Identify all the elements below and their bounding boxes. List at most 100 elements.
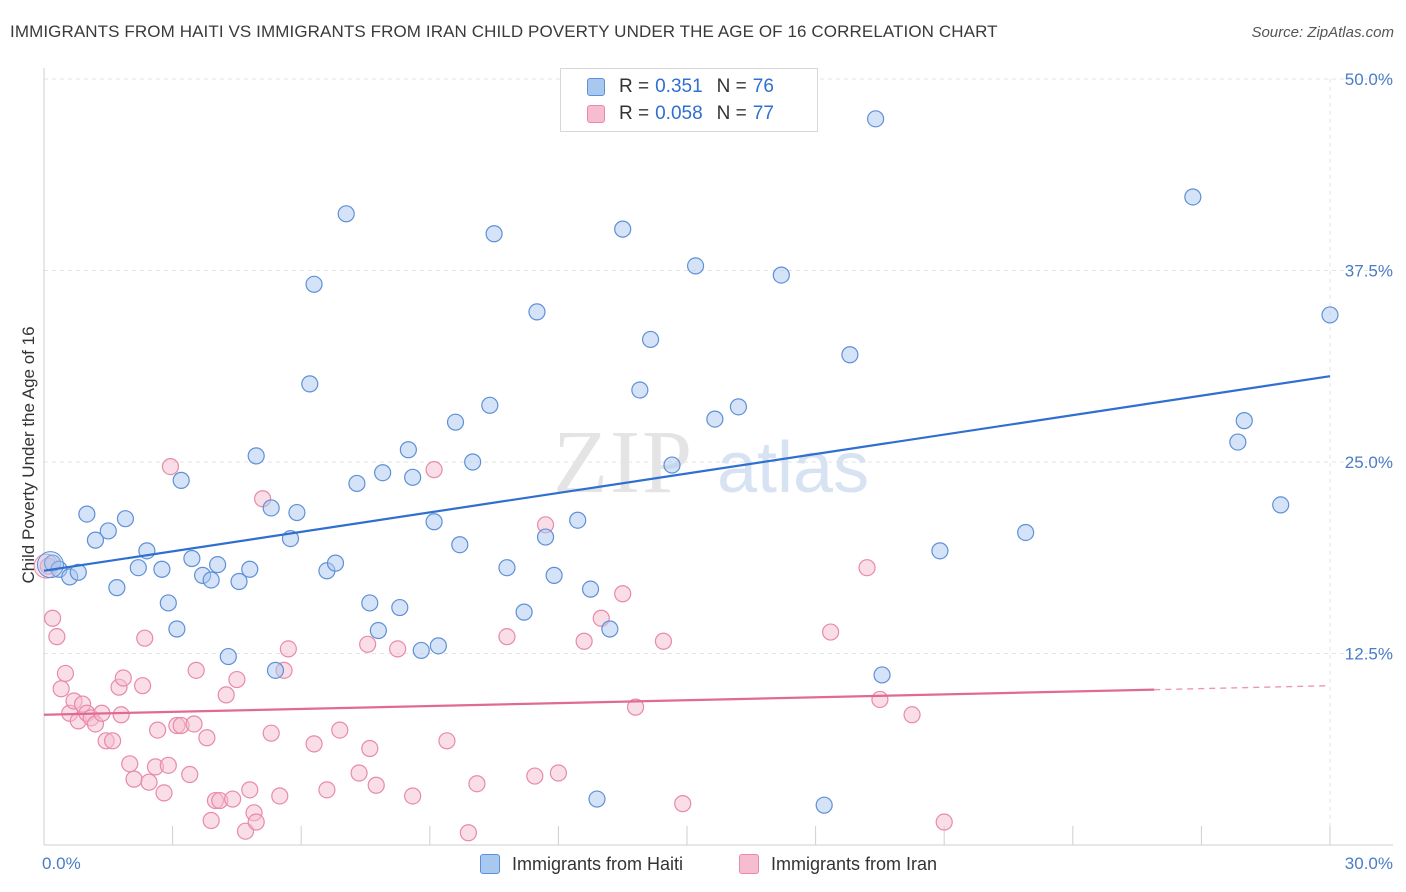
bottom-legend-haiti: Immigrants from Haiti <box>480 852 683 876</box>
legend-n-value-iran: 77 <box>752 103 774 124</box>
haiti-point <box>305 275 323 293</box>
iran-point <box>228 670 246 689</box>
haiti-point <box>202 571 220 589</box>
haiti-point <box>108 579 126 597</box>
watermark-atlas: atlas <box>717 428 869 508</box>
iran-point <box>217 686 235 704</box>
iran-point <box>125 770 143 788</box>
legend-r-label: R = <box>619 76 650 97</box>
iran-point <box>187 661 205 679</box>
y-tick-label: 12.5% <box>1345 645 1393 664</box>
haiti-point <box>1184 188 1202 206</box>
bottom-legend-iran: Immigrants from Iran <box>739 852 937 876</box>
haiti-point <box>412 641 430 660</box>
haiti-point <box>686 257 705 275</box>
iran-point <box>148 721 167 739</box>
haiti-point <box>183 549 201 568</box>
iran-point <box>526 767 544 785</box>
haiti-point <box>729 398 748 416</box>
haiti-point <box>446 413 465 431</box>
iran-point <box>247 813 265 831</box>
iran-point <box>279 640 297 658</box>
haiti-point <box>425 513 443 531</box>
haiti-point <box>614 220 632 238</box>
haiti-point <box>451 536 469 554</box>
haiti-point <box>498 559 516 577</box>
iran-point <box>614 585 632 603</box>
haiti-point <box>159 594 177 612</box>
haiti-point <box>219 647 237 666</box>
iran-point <box>185 715 203 733</box>
haiti-point <box>326 554 345 572</box>
iran-point <box>224 790 242 808</box>
haiti-point <box>99 522 117 540</box>
haiti-point <box>116 510 135 528</box>
source-label: Source: ZipAtlas.com <box>1251 24 1394 41</box>
haiti-point <box>631 381 649 399</box>
iran-point <box>140 773 158 791</box>
haiti-point <box>464 453 482 471</box>
haiti-point <box>129 559 147 577</box>
haiti-point <box>172 471 190 489</box>
y-tick-label: 37.5% <box>1345 262 1393 281</box>
bottom-legend-swatch-iran <box>739 854 759 874</box>
haiti-point <box>1235 412 1253 430</box>
legend-n-value-haiti: 76 <box>752 76 774 97</box>
iran-point <box>674 795 692 813</box>
iran-point <box>43 609 62 627</box>
haiti-point <box>706 410 724 428</box>
haiti-point <box>301 375 319 393</box>
tick-labels: 12.5% 25.0% 37.5% 50.0% 0.0% 30.0% <box>42 70 1393 873</box>
haiti-point <box>247 447 265 465</box>
iran-point <box>425 461 443 479</box>
haiti-point <box>485 225 503 243</box>
iran-point <box>549 764 568 782</box>
iran-point <box>361 739 379 758</box>
iran-point <box>114 669 132 687</box>
haiti-point <box>241 560 259 578</box>
iran-point <box>305 735 323 753</box>
haiti-point <box>374 464 392 482</box>
haiti-point <box>545 566 563 584</box>
haiti-point <box>1229 433 1247 451</box>
iran-point <box>822 623 840 641</box>
iran-point <box>52 680 70 698</box>
y-axis-label: Child Poverty Under the Age of 16 <box>19 326 38 583</box>
haiti-point <box>867 110 885 128</box>
haiti-point <box>588 790 606 808</box>
haiti-point <box>399 441 417 459</box>
iran-point <box>202 811 220 830</box>
legend-swatch-iran <box>587 105 605 123</box>
haiti-point <box>873 666 891 684</box>
haiti-point <box>528 303 546 321</box>
legend-n-label: N = <box>716 76 747 97</box>
legend-r-label: R = <box>619 103 650 124</box>
iran-point <box>318 781 336 799</box>
trend-lines <box>43 375 1331 716</box>
haiti-point <box>429 637 447 655</box>
haiti-point <box>348 474 366 493</box>
iran-trend-line-dashed <box>1154 684 1331 691</box>
haiti-point <box>569 511 587 529</box>
haiti-point <box>262 499 280 517</box>
haiti-point <box>369 621 387 640</box>
iran-point <box>262 724 280 742</box>
haiti-point <box>641 330 660 349</box>
legend-r-value-iran: 0.058 <box>655 103 703 124</box>
haiti-point <box>841 346 859 364</box>
bottom-legend-label-iran: Immigrants from Iran <box>771 853 938 874</box>
iran-point <box>133 677 152 695</box>
iran-point <box>404 787 422 805</box>
iran-point <box>271 787 289 805</box>
iran-point <box>654 632 673 650</box>
haiti-point <box>772 266 790 284</box>
iran-point <box>438 732 456 750</box>
haiti-point <box>168 620 186 638</box>
iran-series <box>33 457 953 842</box>
iran-point <box>159 756 177 774</box>
iran-point <box>181 765 199 784</box>
legend-box: R = 0.351 N = 76 R = 0.058 N = 77 <box>560 68 818 132</box>
haiti-point <box>931 542 949 560</box>
haiti-point <box>601 620 619 638</box>
haiti-point <box>815 796 833 814</box>
